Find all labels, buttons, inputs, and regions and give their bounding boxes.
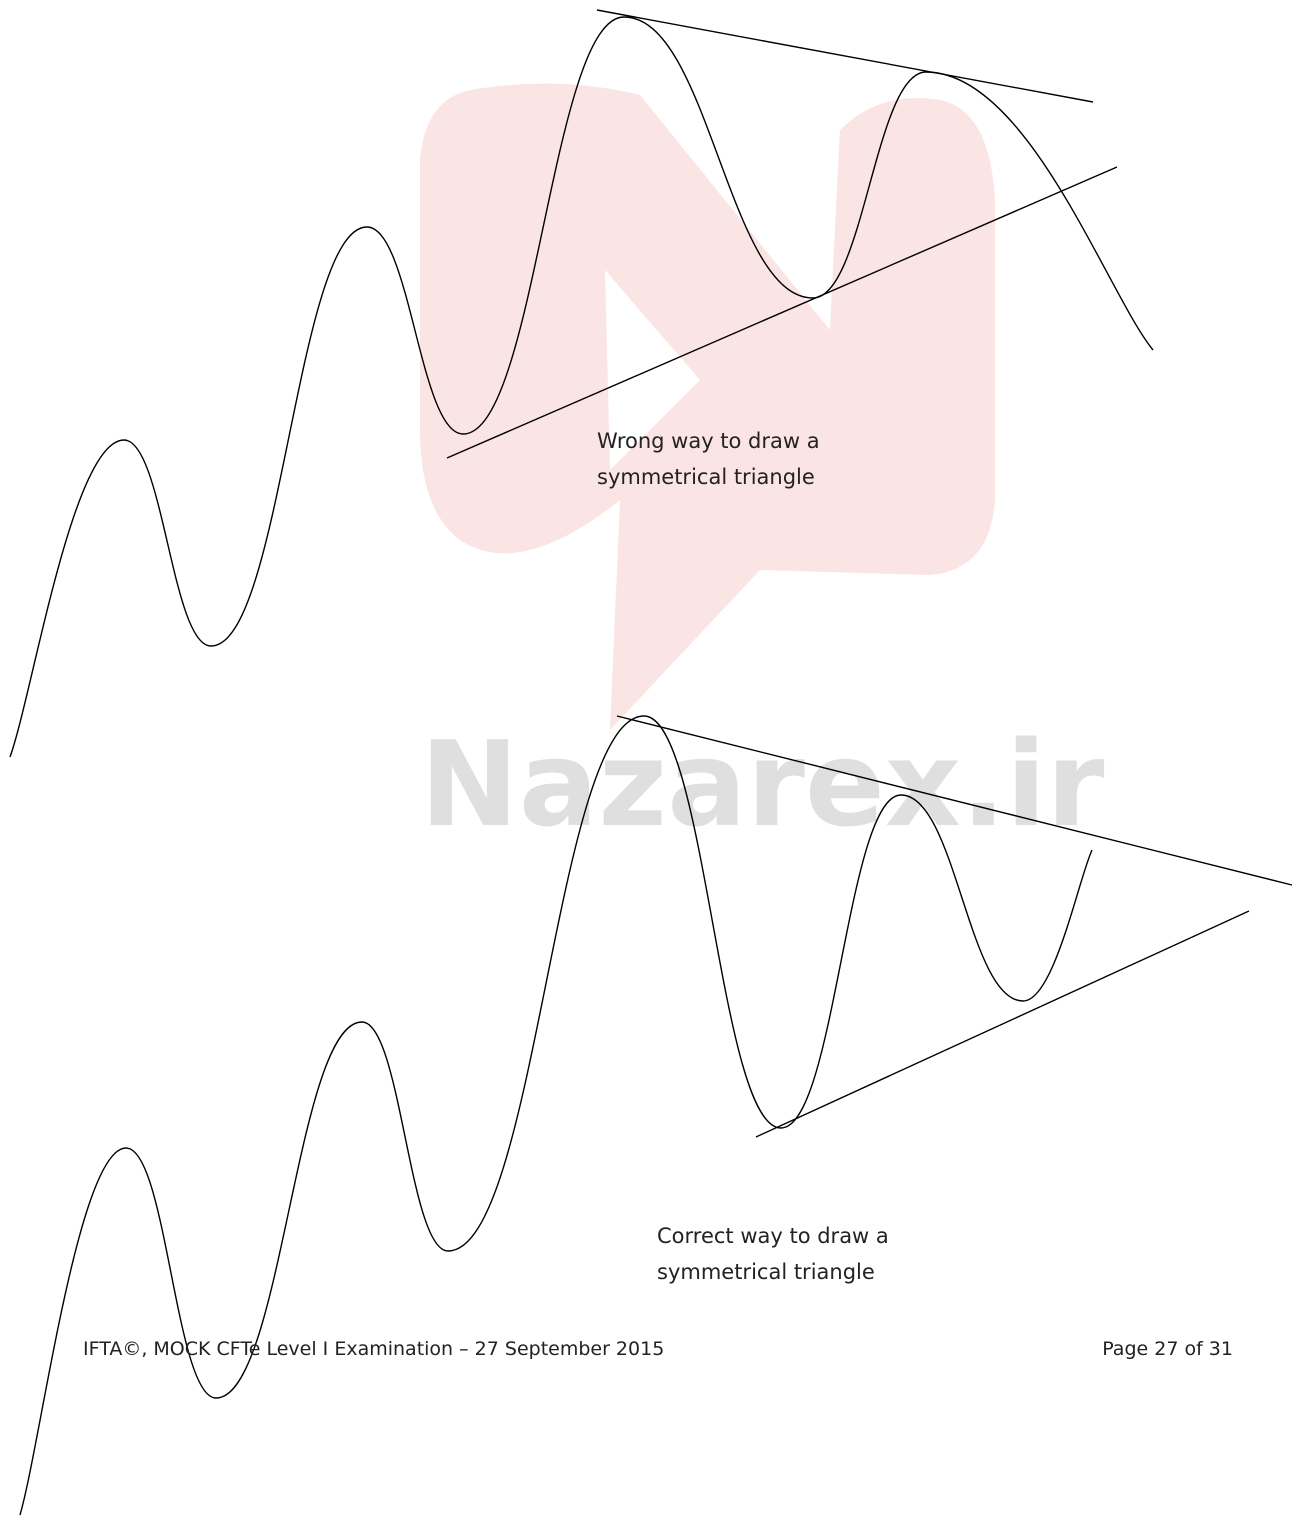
price-curve bbox=[9, 16, 1154, 758]
trend-line bbox=[616, 715, 1293, 886]
trend-line bbox=[446, 166, 1118, 459]
caption-line: Wrong way to draw a bbox=[597, 429, 820, 453]
footer-left: IFTA©, MOCK CFTe Level I Examination – 2… bbox=[83, 1338, 664, 1360]
watermark-logo bbox=[420, 83, 995, 731]
trend-line bbox=[755, 910, 1250, 1138]
footer-right: Page 27 of 31 bbox=[1102, 1338, 1233, 1360]
trend-line bbox=[596, 9, 1094, 103]
caption-line: symmetrical triangle bbox=[597, 465, 815, 489]
caption-line: symmetrical triangle bbox=[657, 1260, 875, 1284]
figures bbox=[9, 9, 1293, 1516]
price-curve bbox=[19, 715, 1093, 1516]
watermark-text: Nazarex.ir bbox=[420, 715, 1105, 853]
caption-line: Correct way to draw a bbox=[657, 1224, 889, 1248]
